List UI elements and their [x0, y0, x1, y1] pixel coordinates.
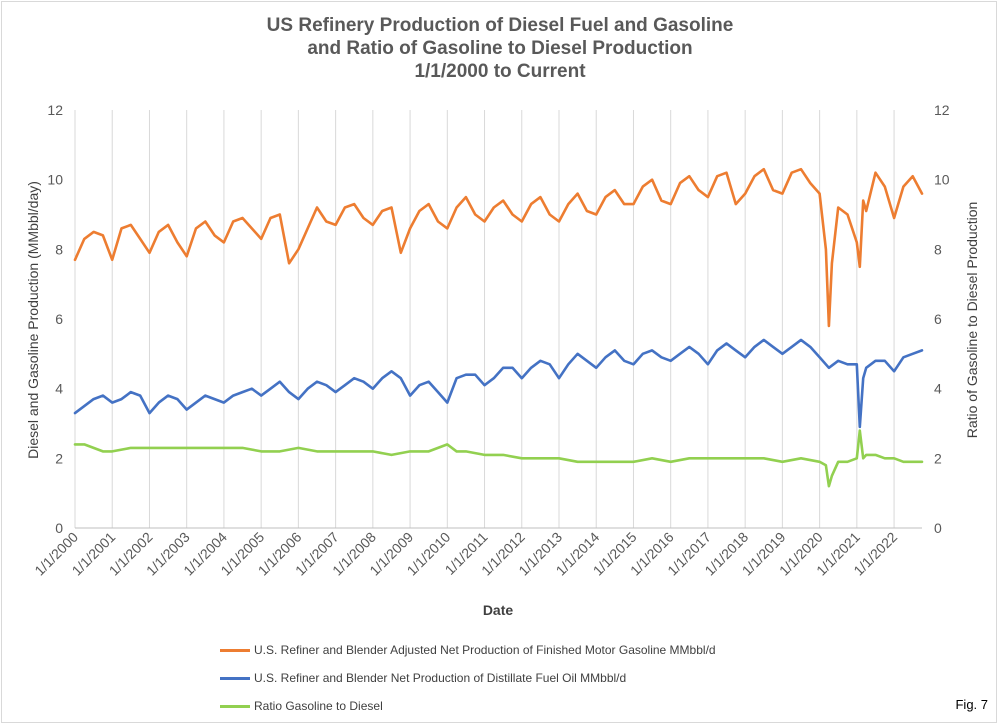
y-tick-label-left: 12 [47, 102, 63, 118]
y-tick-label-right: 12 [934, 102, 950, 118]
legend-label-gasoline: U.S. Refiner and Blender Adjusted Net Pr… [254, 643, 716, 657]
gridlines [74, 110, 895, 528]
series-line-1 [73, 338, 924, 429]
y-tick-label-left: 0 [55, 520, 63, 536]
y-tick-label-left: 4 [55, 381, 63, 397]
series-line-0 [73, 167, 924, 328]
y-tick-label-right: 2 [934, 450, 942, 466]
legend-item-ratio: Ratio Gasoline to Diesel [220, 692, 716, 720]
y-tick-label-left: 8 [55, 241, 63, 257]
y-tick-label-right: 6 [934, 311, 942, 327]
figure-label: Fig. 7 [955, 697, 988, 712]
legend-swatch-ratio [220, 704, 250, 708]
y-tick-label-left: 6 [55, 311, 63, 327]
legend: U.S. Refiner and Blender Adjusted Net Pr… [220, 636, 716, 720]
y-tick-label-left: 2 [55, 450, 63, 466]
chart-title: US Refinery Production of Diesel Fuel an… [0, 14, 1000, 83]
y-tick-label-right: 0 [934, 520, 942, 536]
y-tick-label-left: 10 [47, 172, 63, 188]
legend-item-gasoline: U.S. Refiner and Blender Adjusted Net Pr… [220, 636, 716, 664]
legend-item-distillate: U.S. Refiner and Blender Net Production … [220, 664, 716, 692]
y-tick-label-right: 10 [934, 172, 950, 188]
legend-label-ratio: Ratio Gasoline to Diesel [254, 699, 383, 713]
y-axis-label-right: Ratio of Gasoline to Diesel Production [964, 202, 980, 439]
legend-swatch-distillate [220, 676, 250, 680]
series-line-2 [73, 429, 924, 488]
chart-title-line-2: and Ratio of Gasoline to Diesel Producti… [307, 38, 693, 59]
chart-title-line-3: 1/1/2000 to Current [414, 61, 586, 82]
y-tick-label-right: 4 [934, 381, 942, 397]
legend-label-distillate: U.S. Refiner and Blender Net Production … [254, 671, 627, 685]
x-axis-label: Date [483, 602, 514, 618]
y-tick-label-right: 8 [934, 241, 942, 257]
series-lines [73, 167, 924, 488]
legend-swatch-gasoline [220, 648, 250, 652]
chart-title-line-1: US Refinery Production of Diesel Fuel an… [266, 15, 734, 36]
y-axis-label-left: Diesel and Gasoline Production (MMbbl/da… [25, 181, 41, 459]
